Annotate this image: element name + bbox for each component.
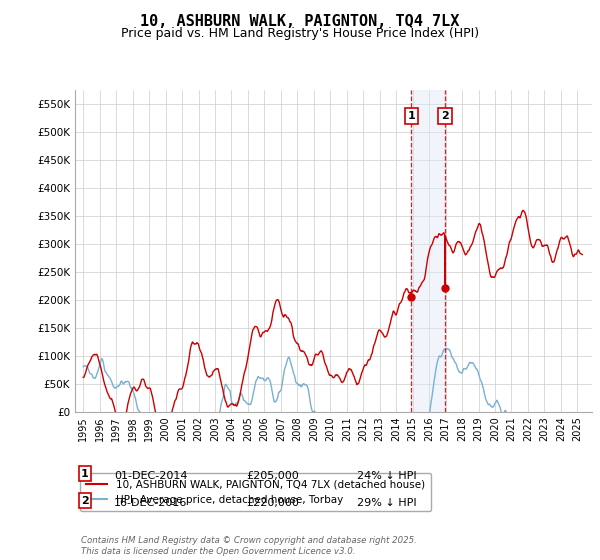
- Text: £205,000: £205,000: [246, 471, 299, 481]
- Text: 1: 1: [81, 469, 89, 479]
- Bar: [412, 90, 445, 412]
- Text: 2: 2: [441, 111, 449, 121]
- Text: £220,000: £220,000: [246, 498, 299, 508]
- Text: 24% ↓ HPI: 24% ↓ HPI: [357, 471, 416, 481]
- Legend: 10, ASHBURN WALK, PAIGNTON, TQ4 7LX (detached house), HPI: Average price, detach: 10, ASHBURN WALK, PAIGNTON, TQ4 7LX (det…: [80, 473, 431, 511]
- Text: Price paid vs. HM Land Registry's House Price Index (HPI): Price paid vs. HM Land Registry's House …: [121, 27, 479, 40]
- Text: 10, ASHBURN WALK, PAIGNTON, TQ4 7LX: 10, ASHBURN WALK, PAIGNTON, TQ4 7LX: [140, 14, 460, 29]
- Text: 2: 2: [81, 496, 89, 506]
- Text: 16-DEC-2016: 16-DEC-2016: [114, 498, 187, 508]
- Text: Contains HM Land Registry data © Crown copyright and database right 2025.
This d: Contains HM Land Registry data © Crown c…: [81, 536, 417, 556]
- Text: 29% ↓ HPI: 29% ↓ HPI: [357, 498, 416, 508]
- Text: 1: 1: [407, 111, 415, 121]
- Text: 01-DEC-2014: 01-DEC-2014: [114, 471, 187, 481]
